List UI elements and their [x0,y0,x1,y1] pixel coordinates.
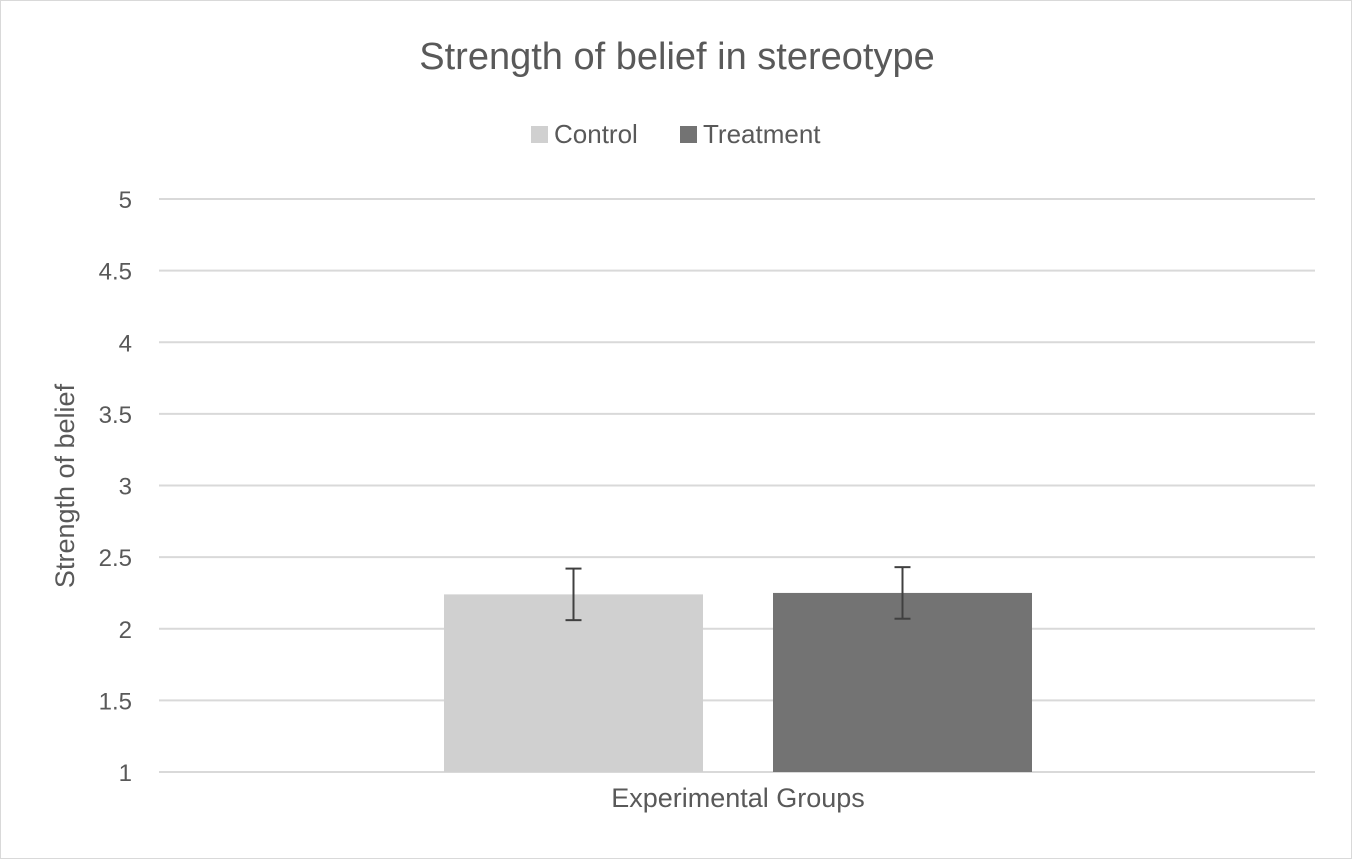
bars [444,592,1032,772]
x-axis-title: Experimental Groups [611,783,865,813]
y-tick-label: 4.5 [99,259,132,286]
legend: Control Treatment [531,119,821,149]
y-tick-label: 4 [119,330,132,357]
bar-treatment [773,592,1032,772]
y-tick-label: 2 [119,617,132,644]
error-bar-treatment [894,566,911,620]
error-bar-control [565,567,582,622]
y-axis-ticks: 1 1.5 2 2.5 3 3.5 4 4.5 5 [99,187,132,787]
gridlines [159,198,1315,773]
legend-label-treatment: Treatment [703,119,821,149]
y-tick-label: 1 [119,760,132,787]
y-tick-label: 1.5 [99,688,132,715]
chart-title: Strength of belief in stereotype [419,36,934,78]
y-tick-label: 3.5 [99,402,132,429]
error-bars [565,566,911,622]
bar-control [444,594,703,772]
legend-label-control: Control [554,119,638,149]
legend-swatch-control [531,126,548,143]
legend-swatch-treatment [680,126,697,143]
y-tick-label: 5 [119,187,132,214]
y-tick-label: 2.5 [99,545,132,572]
y-axis-title: Strength of belief [50,383,80,588]
y-tick-label: 3 [119,474,132,501]
